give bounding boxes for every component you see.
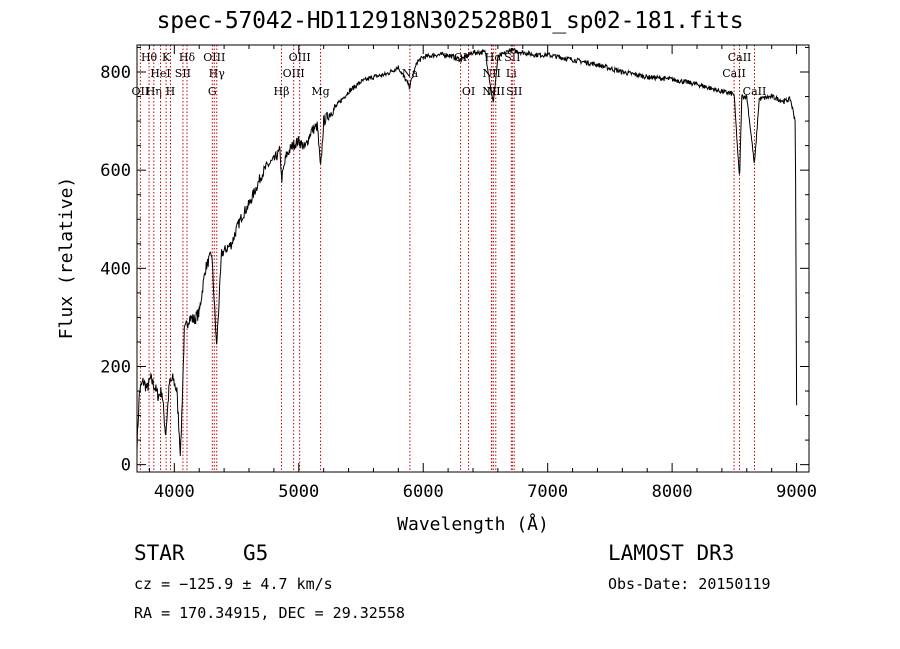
survey-name: LAMOST DR3 bbox=[608, 541, 735, 565]
x-tick-label: 4000 bbox=[154, 482, 195, 502]
y-tick-label: 600 bbox=[100, 161, 131, 181]
y-axis: 0 200 400 600 800 bbox=[100, 46, 809, 476]
line-marker-label: K bbox=[162, 51, 171, 64]
x-tick-label: 7000 bbox=[527, 482, 568, 502]
line-marker-label: OIII bbox=[289, 51, 311, 64]
y-axis-label: Flux (relative) bbox=[56, 177, 77, 340]
x-axis: 4000 5000 6000 7000 8000 9000 bbox=[148, 45, 817, 502]
x-tick-label: 5000 bbox=[278, 482, 319, 502]
x-tick-label: 9000 bbox=[776, 482, 817, 502]
line-marker-label: OIII bbox=[203, 51, 225, 64]
line-marker-label: CaII bbox=[743, 85, 767, 98]
y-tick-label: 0 bbox=[121, 456, 131, 476]
line-marker-label: Hγ bbox=[209, 67, 226, 80]
line-marker-label: G bbox=[208, 85, 217, 98]
x-tick-label: 8000 bbox=[652, 482, 693, 502]
spectrum-line bbox=[136, 47, 798, 457]
line-marker-label: Hθ bbox=[141, 51, 158, 64]
spectrum-series bbox=[136, 47, 798, 457]
line-marker-label: Hδ bbox=[179, 51, 196, 64]
y-tick-label: 400 bbox=[100, 259, 131, 279]
line-marker-label: CaII bbox=[722, 67, 746, 80]
redshift-cz: cz = −125.9 ± 4.7 km/s bbox=[134, 575, 333, 593]
line-marker-label: SII bbox=[506, 85, 522, 98]
line-marker-label: OII bbox=[132, 85, 150, 98]
obs-date: Obs-Date: 20150119 bbox=[608, 575, 771, 593]
line-marker-label: Na bbox=[402, 67, 419, 80]
plot-frame bbox=[136, 44, 810, 473]
spectral-subclass: G5 bbox=[243, 541, 269, 565]
x-tick-label: 6000 bbox=[403, 482, 444, 502]
line-marker-label: Li bbox=[506, 67, 517, 80]
line-marker-label: SII bbox=[175, 67, 191, 80]
ra-dec: RA = 170.34915, DEC = 29.32558 bbox=[134, 604, 405, 622]
line-marker-label: Hβ bbox=[274, 85, 290, 98]
line-marker-label: CaII bbox=[728, 51, 752, 64]
line-marker-label: NII bbox=[483, 67, 501, 80]
line-marker-label: Mg bbox=[311, 85, 329, 98]
chart-title: spec-57042-HD112918N302528B01_sp02-181.f… bbox=[156, 8, 744, 34]
line-marker-label: OI bbox=[462, 85, 475, 98]
line-marker-label: OIII bbox=[283, 67, 305, 80]
object-type: STAR bbox=[134, 541, 185, 565]
line-marker-label: H bbox=[166, 85, 176, 98]
y-tick-label: 200 bbox=[100, 357, 131, 377]
line-marker-label: OI bbox=[454, 51, 467, 64]
x-axis-label: Wavelength (Å) bbox=[397, 513, 549, 535]
line-marker-label: NII bbox=[487, 85, 505, 98]
line-marker-label: Hη bbox=[146, 85, 162, 98]
line-marker-label: HeI bbox=[150, 67, 170, 80]
line-marker-label: SII bbox=[504, 51, 520, 64]
y-tick-label: 800 bbox=[100, 63, 131, 83]
